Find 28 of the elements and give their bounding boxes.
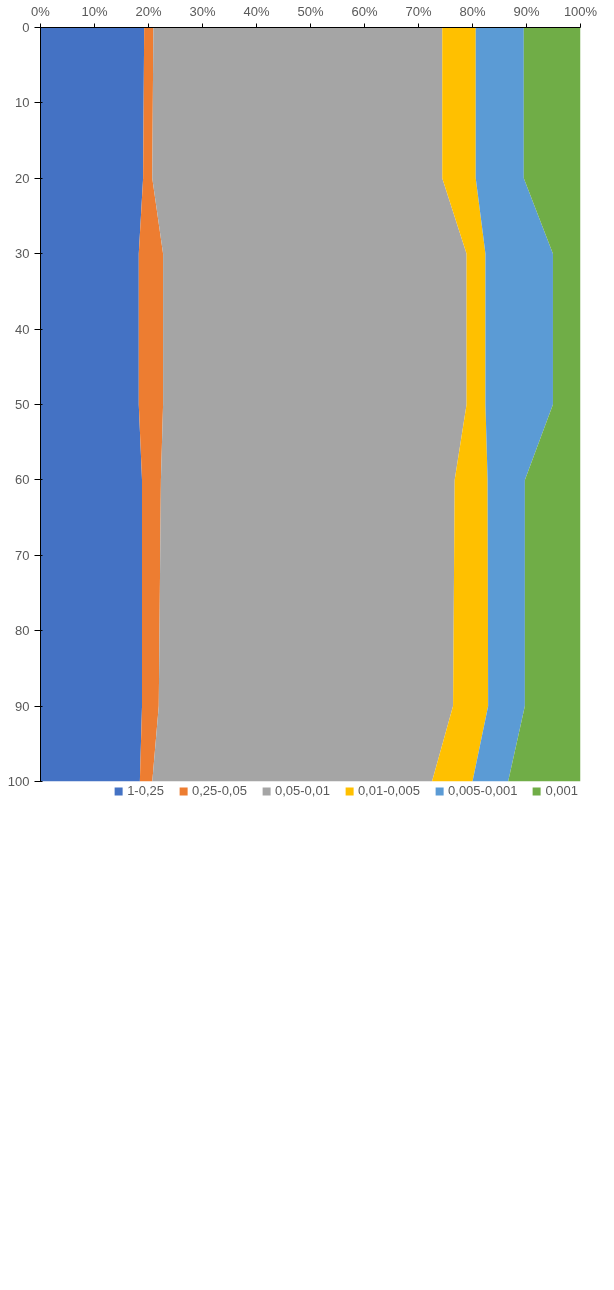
y-tick-label: 10 [15, 95, 30, 111]
legend-label: 0,001 [545, 783, 578, 798]
x-tick-label: 40% [243, 3, 270, 19]
legend-label: 0,25-0,05 [192, 783, 247, 798]
x-tick-label: 20% [135, 3, 162, 19]
y-tick-label: 100 [7, 774, 30, 789]
y-tick-label: 40 [15, 321, 30, 337]
x-tick-label: 10% [81, 3, 108, 19]
y-tick-label: 0 [22, 20, 30, 35]
y-tick-label: 90 [15, 698, 30, 714]
x-tick-label: 70% [405, 3, 432, 19]
x-tick-label: 30% [189, 3, 216, 19]
x-tick-label: 80% [459, 3, 486, 19]
y-tick-label: 60 [15, 472, 30, 488]
x-tick-label: 100% [563, 3, 598, 19]
y-tick-label: 80 [15, 623, 30, 639]
x-tick-label: 0% [31, 3, 51, 19]
legend-label: 1-0,25 [127, 783, 164, 798]
x-tick-label: 50% [297, 3, 324, 19]
x-tick-label: 60% [351, 3, 378, 19]
legend-label: 0,05-0,01 [274, 783, 330, 798]
y-tick-label: 70 [15, 547, 30, 563]
y-tick-label: 50 [15, 397, 30, 412]
x-tick-label: 90% [513, 3, 540, 19]
y-tick-label: 30 [15, 246, 30, 262]
legend-label: 0,005-0,001 [448, 783, 518, 798]
legend-label: 0,01-0,005 [357, 783, 421, 798]
y-tick-label: 20 [15, 170, 30, 186]
